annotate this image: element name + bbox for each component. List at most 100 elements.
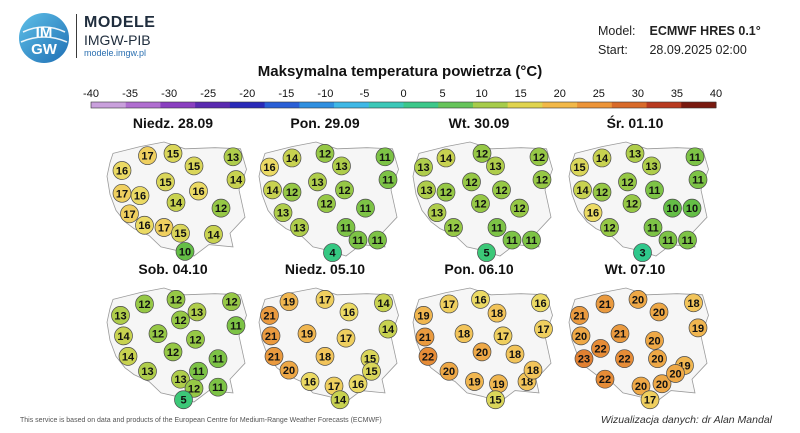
temperature-marker [260,157,279,177]
temperature-value: 20 [632,294,644,306]
temperature-value: 12 [152,329,164,341]
temperature-value: 12 [188,383,200,395]
scale-color-segment [229,102,266,108]
temperature-value: 17 [116,188,128,200]
temperature-marker [628,290,648,309]
temperature-marker [154,218,174,237]
temperature-marker [222,292,241,312]
temperature-value: 13 [114,310,126,322]
scale-tick-label: 35 [671,88,683,100]
temperature-value: 11 [649,185,661,197]
temperature-marker [279,292,299,312]
temperature-marker [652,374,672,394]
temperature-value: 11 [193,366,205,378]
scale-color-segment [368,102,404,108]
temperature-marker [643,218,663,237]
temperature-value: 12 [189,334,201,346]
temperature-value: 20 [651,354,663,366]
temperature-value: 11 [689,152,701,164]
temperature-value: 12 [476,148,488,160]
temperature-value: 14 [596,153,609,165]
temperature-marker [375,147,395,167]
temperature-marker [171,310,190,330]
temperature-value: 13 [141,366,153,378]
brand-title: MODELE [84,14,156,31]
temperature-marker [315,290,335,309]
temperature-value: 13 [293,223,305,235]
temperature-value: 12 [533,152,545,164]
model-label: Model: [598,24,636,38]
scale-tick-label: 30 [632,88,644,100]
temperature-value: 11 [506,235,518,247]
temperature-marker [336,218,356,237]
temperature-marker [226,316,246,335]
temperature-value: 12 [513,203,525,215]
temperature-marker [118,347,138,366]
temperature-marker [300,372,320,391]
scale-tick-label: -40 [83,88,99,100]
temperature-value: 13 [311,177,323,189]
temperature-value: 21 [263,310,275,322]
temperature-marker [189,361,208,381]
temperature-marker [618,172,637,192]
temperature-value: 11 [230,321,242,333]
temperature-marker [684,293,703,313]
temperature-marker [378,319,398,339]
map-day-title: Wt. 30.09 [449,115,510,131]
temperature-marker [204,224,223,244]
temperature-value: 18 [521,376,533,388]
temperature-marker [472,144,492,163]
temperature-marker [186,329,205,349]
temperature-value: 12 [603,223,615,235]
temperature-value: 19 [283,297,295,309]
temperature-color-scale: -40 -35 -30 -25 -20 -15 -10 -5 0 5 10 15 20 25 30 35 40 [83,88,722,109]
temperature-marker [211,198,231,218]
temperature-value: 11 [526,235,538,247]
temperature-value: 21 [419,332,431,344]
temperature-value: 11 [692,175,704,187]
forecast-map-panel: Niedz. 05.10 19 17 14 21 16 14 21 19 17 21 18 15 20 16… [258,261,399,410]
temperature-marker [368,230,387,250]
temperature-marker [315,144,335,163]
temperature-value: 16 [192,186,204,198]
temperature-value: 16 [138,220,150,232]
temperature-marker [487,303,507,323]
temperature-marker [645,180,664,200]
scale-tick-label: -15 [278,88,294,100]
temperature-marker [184,156,204,176]
temperature-value: 20 [653,307,665,319]
temperature-marker [648,349,667,369]
start-label: Start: [598,43,628,57]
temperature-marker [208,349,228,369]
temperature-marker [208,377,228,397]
map-day-title: Niedz. 05.10 [285,261,365,277]
temperature-value: 19 [492,379,504,391]
brand-url[interactable]: modele.imgw.pl [84,48,147,58]
temperature-marker [600,218,619,237]
temperature-marker [595,369,615,389]
temperature-value: 11 [340,223,352,235]
temperature-marker [454,324,474,343]
temperature-value: 21 [614,329,626,341]
temperature-value: 16 [134,191,146,203]
temperature-value: 12 [215,203,227,215]
temperature-marker [111,306,130,325]
temperature-value: 11 [360,203,372,215]
temperature-value: 15 [159,177,171,189]
temperature-value: 12 [320,199,332,211]
temperature-value: 16 [587,208,599,220]
temperature-value: 14 [334,395,347,407]
temperature-marker [415,327,435,347]
temperature-marker [523,360,543,380]
page-title: Maksymalna temperatura powietrza (°C) [257,63,543,80]
scale-color-segment [195,102,231,108]
temperature-marker [505,344,525,364]
temperature-marker [570,157,589,177]
temperature-value: 16 [352,379,364,391]
temperature-value: 14 [576,185,589,197]
temperature-value: 10 [666,203,678,215]
temperature-value: 11 [372,235,384,247]
temperature-marker [348,374,368,394]
